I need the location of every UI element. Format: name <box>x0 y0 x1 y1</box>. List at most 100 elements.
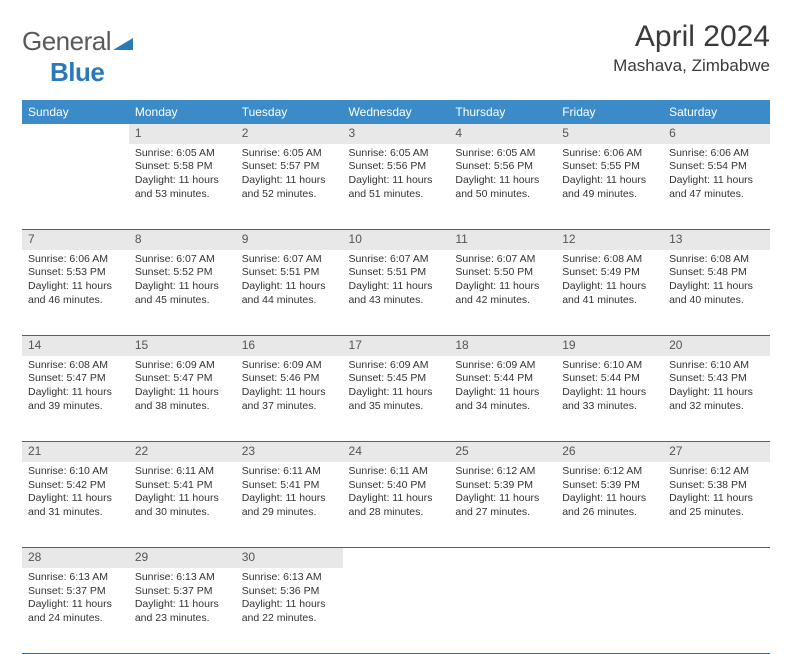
week-row: Sunrise: 6:13 AMSunset: 5:37 PMDaylight:… <box>22 568 770 654</box>
sunrise-line: Sunrise: 6:05 AM <box>349 147 444 161</box>
day-cell-content: Sunrise: 6:07 AMSunset: 5:51 PMDaylight:… <box>343 250 450 312</box>
logo-triangle-icon <box>113 26 133 57</box>
day-number-cell <box>343 548 450 568</box>
day-number-cell: 17 <box>343 336 450 356</box>
day-number-cell: 24 <box>343 442 450 462</box>
daylight-line: Daylight: 11 hours and 29 minutes. <box>242 492 337 519</box>
sunrise-line: Sunrise: 6:07 AM <box>455 253 550 267</box>
sunrise-line: Sunrise: 6:12 AM <box>455 465 550 479</box>
sunset-line: Sunset: 5:47 PM <box>28 372 123 386</box>
day-number-cell: 18 <box>449 336 556 356</box>
daylight-line: Daylight: 11 hours and 32 minutes. <box>669 386 764 413</box>
sunset-line: Sunset: 5:39 PM <box>455 479 550 493</box>
day-cell-content: Sunrise: 6:09 AMSunset: 5:44 PMDaylight:… <box>449 356 556 418</box>
day-number-cell: 21 <box>22 442 129 462</box>
daynum-row: 78910111213 <box>22 230 770 250</box>
day-number-cell: 10 <box>343 230 450 250</box>
day-cell-content: Sunrise: 6:05 AMSunset: 5:56 PMDaylight:… <box>449 144 556 206</box>
day-cell-content: Sunrise: 6:05 AMSunset: 5:56 PMDaylight:… <box>343 144 450 206</box>
day-cell-content: Sunrise: 6:13 AMSunset: 5:36 PMDaylight:… <box>236 568 343 630</box>
sunrise-line: Sunrise: 6:11 AM <box>135 465 230 479</box>
day-cell: Sunrise: 6:11 AMSunset: 5:40 PMDaylight:… <box>343 462 450 548</box>
day-cell: Sunrise: 6:12 AMSunset: 5:38 PMDaylight:… <box>663 462 770 548</box>
day-number-cell: 15 <box>129 336 236 356</box>
day-cell-content: Sunrise: 6:05 AMSunset: 5:57 PMDaylight:… <box>236 144 343 206</box>
day-number-cell: 12 <box>556 230 663 250</box>
daylight-line: Daylight: 11 hours and 42 minutes. <box>455 280 550 307</box>
daylight-line: Daylight: 11 hours and 50 minutes. <box>455 174 550 201</box>
day-number-cell: 9 <box>236 230 343 250</box>
sunset-line: Sunset: 5:44 PM <box>455 372 550 386</box>
sunset-line: Sunset: 5:39 PM <box>562 479 657 493</box>
sunset-line: Sunset: 5:37 PM <box>135 585 230 599</box>
day-cell-content: Sunrise: 6:07 AMSunset: 5:51 PMDaylight:… <box>236 250 343 312</box>
sunrise-line: Sunrise: 6:06 AM <box>562 147 657 161</box>
day-header: Sunday <box>22 100 129 124</box>
sunset-line: Sunset: 5:56 PM <box>455 160 550 174</box>
sunset-line: Sunset: 5:54 PM <box>669 160 764 174</box>
day-number-cell: 29 <box>129 548 236 568</box>
day-cell: Sunrise: 6:05 AMSunset: 5:56 PMDaylight:… <box>343 144 450 230</box>
day-number-cell: 3 <box>343 124 450 144</box>
daylight-line: Daylight: 11 hours and 27 minutes. <box>455 492 550 519</box>
sunset-line: Sunset: 5:55 PM <box>562 160 657 174</box>
sunrise-line: Sunrise: 6:05 AM <box>135 147 230 161</box>
day-number-cell: 28 <box>22 548 129 568</box>
sunrise-line: Sunrise: 6:12 AM <box>562 465 657 479</box>
daylight-line: Daylight: 11 hours and 35 minutes. <box>349 386 444 413</box>
day-cell: Sunrise: 6:05 AMSunset: 5:56 PMDaylight:… <box>449 144 556 230</box>
sunrise-line: Sunrise: 6:13 AM <box>135 571 230 585</box>
sunrise-line: Sunrise: 6:05 AM <box>455 147 550 161</box>
sunset-line: Sunset: 5:37 PM <box>28 585 123 599</box>
day-cell-content: Sunrise: 6:13 AMSunset: 5:37 PMDaylight:… <box>22 568 129 630</box>
day-number-cell: 1 <box>129 124 236 144</box>
sunrise-line: Sunrise: 6:12 AM <box>669 465 764 479</box>
title-block: April 2024 Mashava, Zimbabwe <box>613 20 770 76</box>
day-cell: Sunrise: 6:06 AMSunset: 5:54 PMDaylight:… <box>663 144 770 230</box>
daylight-line: Daylight: 11 hours and 38 minutes. <box>135 386 230 413</box>
sunset-line: Sunset: 5:45 PM <box>349 372 444 386</box>
daylight-line: Daylight: 11 hours and 45 minutes. <box>135 280 230 307</box>
sunset-line: Sunset: 5:44 PM <box>562 372 657 386</box>
day-cell-content: Sunrise: 6:06 AMSunset: 5:53 PMDaylight:… <box>22 250 129 312</box>
day-cell: Sunrise: 6:05 AMSunset: 5:58 PMDaylight:… <box>129 144 236 230</box>
day-number-cell: 19 <box>556 336 663 356</box>
week-row: Sunrise: 6:05 AMSunset: 5:58 PMDaylight:… <box>22 144 770 230</box>
daylight-line: Daylight: 11 hours and 39 minutes. <box>28 386 123 413</box>
day-cell <box>343 568 450 654</box>
day-cell: Sunrise: 6:07 AMSunset: 5:52 PMDaylight:… <box>129 250 236 336</box>
day-header: Saturday <box>663 100 770 124</box>
sunset-line: Sunset: 5:41 PM <box>135 479 230 493</box>
day-cell <box>449 568 556 654</box>
week-row: Sunrise: 6:10 AMSunset: 5:42 PMDaylight:… <box>22 462 770 548</box>
sunset-line: Sunset: 5:36 PM <box>242 585 337 599</box>
day-number-cell: 23 <box>236 442 343 462</box>
day-cell-content: Sunrise: 6:09 AMSunset: 5:47 PMDaylight:… <box>129 356 236 418</box>
day-cell: Sunrise: 6:09 AMSunset: 5:44 PMDaylight:… <box>449 356 556 442</box>
sunrise-line: Sunrise: 6:05 AM <box>242 147 337 161</box>
day-cell: Sunrise: 6:13 AMSunset: 5:37 PMDaylight:… <box>22 568 129 654</box>
month-title: April 2024 <box>613 20 770 54</box>
sunrise-line: Sunrise: 6:09 AM <box>455 359 550 373</box>
sunset-line: Sunset: 5:46 PM <box>242 372 337 386</box>
week-row: Sunrise: 6:06 AMSunset: 5:53 PMDaylight:… <box>22 250 770 336</box>
sunrise-line: Sunrise: 6:10 AM <box>28 465 123 479</box>
sunset-line: Sunset: 5:51 PM <box>349 266 444 280</box>
daynum-row: 282930 <box>22 548 770 568</box>
daylight-line: Daylight: 11 hours and 33 minutes. <box>562 386 657 413</box>
daylight-line: Daylight: 11 hours and 30 minutes. <box>135 492 230 519</box>
day-cell: Sunrise: 6:06 AMSunset: 5:55 PMDaylight:… <box>556 144 663 230</box>
day-cell: Sunrise: 6:10 AMSunset: 5:42 PMDaylight:… <box>22 462 129 548</box>
sunrise-line: Sunrise: 6:07 AM <box>349 253 444 267</box>
sunset-line: Sunset: 5:58 PM <box>135 160 230 174</box>
daylight-line: Daylight: 11 hours and 26 minutes. <box>562 492 657 519</box>
logo-part2: Blue <box>50 57 104 87</box>
sunrise-line: Sunrise: 6:07 AM <box>242 253 337 267</box>
sunrise-line: Sunrise: 6:09 AM <box>135 359 230 373</box>
day-cell-content: Sunrise: 6:08 AMSunset: 5:47 PMDaylight:… <box>22 356 129 418</box>
sunset-line: Sunset: 5:43 PM <box>669 372 764 386</box>
sunrise-line: Sunrise: 6:08 AM <box>669 253 764 267</box>
day-number-cell: 8 <box>129 230 236 250</box>
location: Mashava, Zimbabwe <box>613 56 770 76</box>
day-number-cell: 4 <box>449 124 556 144</box>
